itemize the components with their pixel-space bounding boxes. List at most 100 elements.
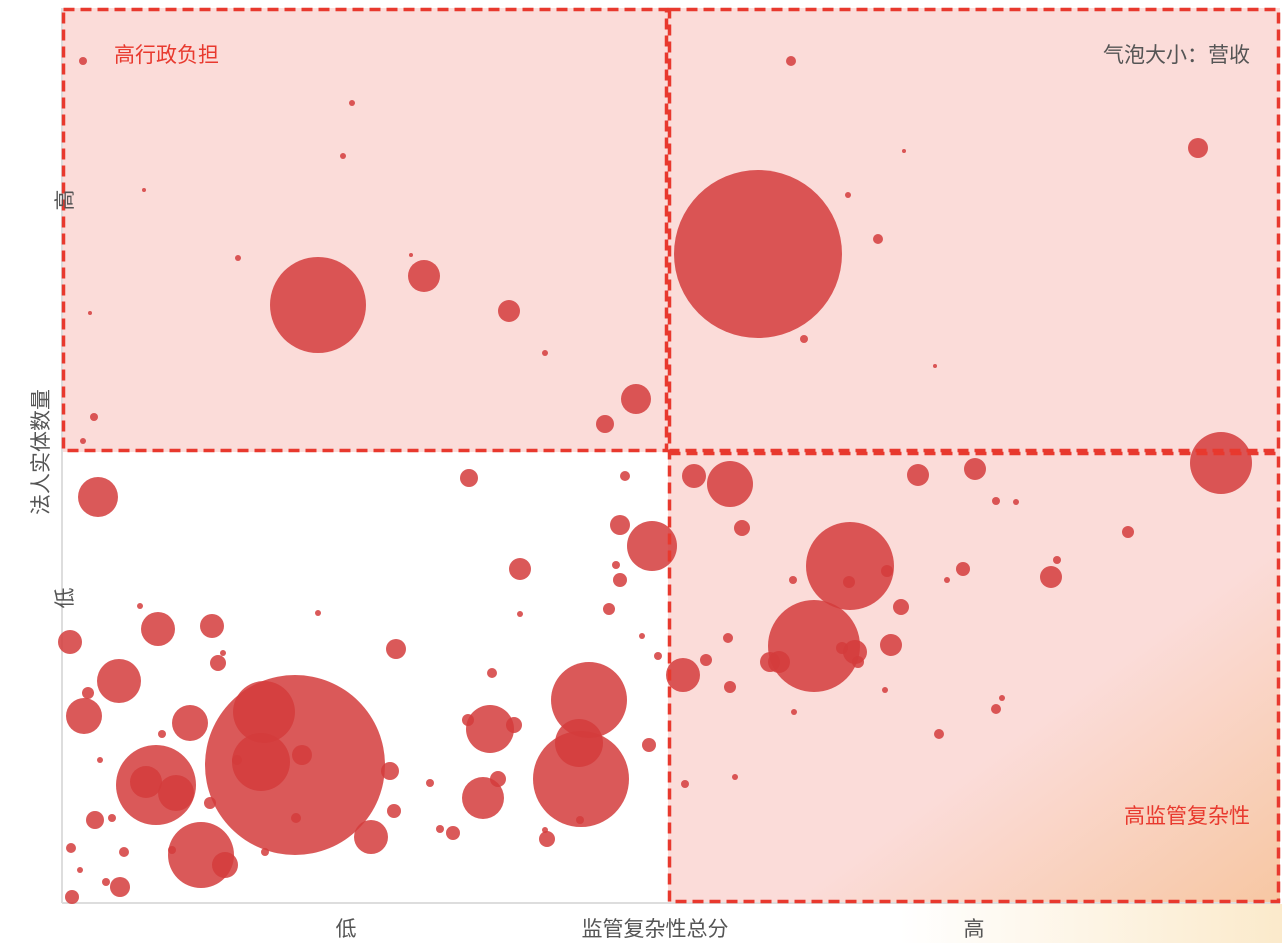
- bubble: [613, 573, 627, 587]
- y-axis-title: 法人实体数量: [29, 389, 53, 515]
- quadrant: [668, 452, 1280, 903]
- bubble: [141, 612, 175, 646]
- bubble: [158, 730, 166, 738]
- bubble: [551, 662, 627, 738]
- bubble: [381, 762, 399, 780]
- bubble: [66, 843, 76, 853]
- bubble: [539, 831, 555, 847]
- bubble: [487, 668, 497, 678]
- bubble: [642, 738, 656, 752]
- bubble: [724, 681, 736, 693]
- bubble: [800, 335, 808, 343]
- bubble: [97, 757, 103, 763]
- bubble: [880, 634, 902, 656]
- bubble: [596, 415, 614, 433]
- bubble: [220, 650, 226, 656]
- quadrant: [62, 8, 668, 452]
- quadrant-border: [667, 7, 1281, 453]
- bubble: [462, 714, 474, 726]
- bubble: [466, 705, 514, 753]
- bubble: [77, 867, 83, 873]
- bubble: [409, 253, 413, 257]
- bubble: [446, 826, 460, 840]
- bubble: [1122, 526, 1134, 538]
- bubble: [933, 364, 937, 368]
- bubble: [88, 311, 92, 315]
- bubble: [292, 745, 312, 765]
- bubble: [102, 878, 110, 886]
- bubble: [934, 729, 944, 739]
- bubble: [86, 811, 104, 829]
- bubble: [789, 576, 797, 584]
- bubble: [700, 654, 712, 666]
- bubble: [142, 188, 146, 192]
- bubble: [232, 755, 242, 765]
- y-tick-label: 低: [53, 588, 77, 609]
- bubble: [172, 705, 208, 741]
- bubble: [354, 820, 388, 854]
- bubble: [791, 709, 797, 715]
- bubble: [806, 522, 894, 610]
- bubble: [80, 438, 86, 444]
- bubble: [845, 192, 851, 198]
- annotation: 气泡大小：营收: [1103, 43, 1250, 67]
- bubble: [291, 813, 301, 823]
- bubble: [760, 652, 780, 672]
- annotation: 高行政负担: [114, 43, 219, 67]
- bubble: [674, 170, 842, 338]
- bubble: [82, 687, 94, 699]
- y-tick-label: 高: [53, 190, 77, 211]
- bubble: [205, 675, 385, 855]
- bubble: [882, 687, 888, 693]
- bubble: [681, 780, 689, 788]
- x-axis-title: 监管复杂性总分: [582, 917, 729, 941]
- bubble: [436, 825, 444, 833]
- bubble: [58, 630, 82, 654]
- bubble: [498, 300, 520, 322]
- bubble: [232, 733, 290, 791]
- bubble: [90, 413, 98, 421]
- bubble: [881, 565, 893, 577]
- bubble: [212, 852, 238, 878]
- bubble: [944, 577, 950, 583]
- bubble: [612, 561, 620, 569]
- bubble: [999, 695, 1005, 701]
- bubble: [78, 477, 118, 517]
- bubble: [836, 642, 848, 654]
- bubble: [130, 766, 162, 798]
- bubble: [210, 655, 226, 671]
- bubble: [603, 603, 615, 615]
- bubble: [158, 775, 194, 811]
- bubble: [610, 515, 630, 535]
- bubble: [1040, 566, 1062, 588]
- bubble: [732, 774, 738, 780]
- bubble: [97, 659, 141, 703]
- bubble: [261, 848, 269, 856]
- x-tick-label: 高: [964, 917, 985, 941]
- bubble: [1053, 556, 1061, 564]
- bubble: [110, 877, 130, 897]
- bubble: [1188, 138, 1208, 158]
- bubble: [639, 633, 645, 639]
- bubble: [460, 469, 478, 487]
- bubble: [723, 633, 733, 643]
- bubble: [349, 100, 355, 106]
- bubble: [964, 458, 986, 480]
- bubble: [509, 558, 531, 580]
- bubble: [490, 771, 506, 787]
- bubble: [168, 846, 176, 854]
- glow: [900, 904, 1282, 943]
- bubble: [654, 652, 662, 660]
- bubble: [734, 520, 750, 536]
- bubble: [707, 461, 753, 507]
- bubble: [65, 890, 79, 904]
- bubble: [315, 610, 321, 616]
- bubble: [843, 576, 855, 588]
- bubble: [533, 731, 629, 827]
- bubble: [956, 562, 970, 576]
- bubble: [66, 698, 102, 734]
- bubble: [462, 777, 504, 819]
- bubble: [204, 797, 216, 809]
